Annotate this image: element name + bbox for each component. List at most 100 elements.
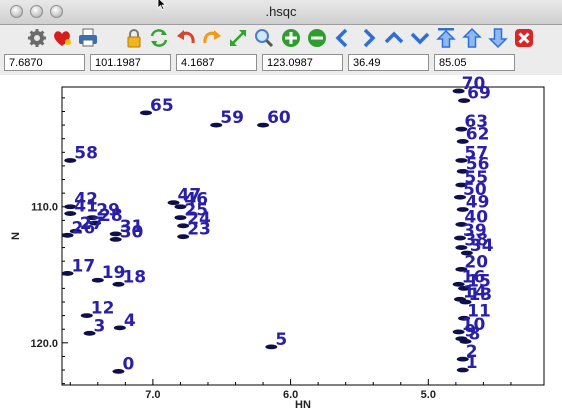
arrow-up-outline-icon[interactable]: [461, 27, 483, 49]
peak-label: 69: [467, 84, 491, 104]
peak-marker[interactable]: [64, 158, 77, 163]
undo-icon[interactable]: [175, 27, 197, 49]
peak-marker[interactable]: [455, 126, 468, 132]
peak-marker[interactable]: [452, 329, 465, 335]
peak-marker[interactable]: [86, 215, 99, 221]
peak-marker[interactable]: [210, 122, 223, 128]
peak-marker[interactable]: [453, 235, 466, 241]
peak-marker[interactable]: [455, 222, 468, 227]
peak-label: 19: [102, 263, 126, 283]
printer-icon[interactable]: [77, 27, 99, 49]
peak-label: 20: [464, 252, 488, 272]
peak-marker[interactable]: [177, 234, 190, 240]
peak-marker[interactable]: [455, 182, 468, 188]
peak-marker[interactable]: [61, 271, 74, 276]
peak-marker[interactable]: [458, 98, 471, 104]
peak-marker[interactable]: [265, 344, 278, 350]
minimize-window-button[interactable]: [30, 5, 43, 18]
peak-marker[interactable]: [112, 368, 125, 374]
peak-marker[interactable]: [140, 110, 153, 116]
peak-label: 25: [184, 201, 208, 221]
minus-icon[interactable]: [306, 27, 328, 49]
peak-marker[interactable]: [452, 88, 465, 94]
arrow-up-icon[interactable]: [383, 27, 405, 49]
peak-marker[interactable]: [460, 250, 473, 256]
peak-label: 47: [178, 186, 202, 206]
peak-marker[interactable]: [80, 313, 93, 319]
peak-label: 59: [220, 108, 244, 128]
peak-marker[interactable]: [455, 158, 468, 163]
peak-label: 60: [267, 108, 291, 128]
peak-marker[interactable]: [456, 207, 469, 212]
peak-label: 65: [150, 96, 174, 116]
peak-marker[interactable]: [452, 281, 465, 287]
peak-marker[interactable]: [109, 231, 122, 237]
peak-marker[interactable]: [458, 315, 471, 321]
peak-label: 24: [187, 209, 211, 229]
peak-marker[interactable]: [456, 367, 469, 373]
peak-label: 34: [470, 236, 494, 256]
field-level-max[interactable]: 85.05: [434, 54, 515, 71]
peak-marker[interactable]: [174, 204, 187, 210]
plot-area[interactable]: 7.0 6.0 5.0 110.0 120.0 65 59 60 58 42 41 29 28 27 26…: [0, 75, 562, 416]
zoom-icon[interactable]: [253, 27, 275, 49]
close-icon[interactable]: [513, 27, 535, 49]
field-x-max[interactable]: 4.1687: [176, 54, 257, 71]
zoom-window-button[interactable]: [50, 5, 63, 18]
peak-label: 57: [464, 143, 488, 163]
peak-marker[interactable]: [257, 122, 270, 128]
peak-marker[interactable]: [459, 299, 472, 305]
peak-marker[interactable]: [64, 211, 77, 216]
peak-marker[interactable]: [459, 339, 472, 344]
field-x-min[interactable]: 7.6870: [4, 54, 85, 71]
arrow-left-icon[interactable]: [332, 27, 354, 49]
lock-icon[interactable]: [123, 27, 145, 49]
arrow-down-outline-icon[interactable]: [487, 27, 509, 49]
peak-label: 26: [72, 218, 96, 238]
peak-marker[interactable]: [167, 200, 180, 206]
heart-icon[interactable]: [51, 27, 73, 49]
peak-marker[interactable]: [91, 277, 104, 283]
redo-icon[interactable]: [201, 27, 223, 49]
field-y-min[interactable]: 101.1987: [90, 54, 171, 71]
peak-label: 49: [466, 192, 490, 212]
peak-marker[interactable]: [83, 330, 96, 336]
peak-marker[interactable]: [177, 223, 190, 229]
peak-marker[interactable]: [89, 220, 102, 226]
expand-icon[interactable]: [227, 27, 249, 49]
peak-label: 3: [94, 316, 106, 336]
field-level-min[interactable]: 36.49: [348, 54, 429, 71]
peak-marker[interactable]: [113, 325, 126, 331]
peak-label: 0: [122, 354, 134, 374]
field-y-max[interactable]: 123.0987: [262, 54, 343, 71]
peak-marker[interactable]: [458, 285, 471, 291]
arrow-down-icon[interactable]: [409, 27, 431, 49]
plot-frame: [61, 86, 545, 386]
peak-marker[interactable]: [453, 194, 466, 200]
peak-marker[interactable]: [456, 139, 469, 144]
arrow-right-icon[interactable]: [357, 27, 379, 49]
arrow-up-top-icon[interactable]: [435, 27, 457, 49]
peak-marker[interactable]: [174, 215, 187, 221]
peak-label: 12: [91, 299, 115, 319]
peak-label: 31: [120, 217, 144, 237]
peak-marker[interactable]: [61, 232, 74, 238]
peak-label: 62: [466, 124, 490, 144]
peak-marker[interactable]: [455, 245, 468, 250]
peak-marker[interactable]: [109, 237, 122, 242]
peak-marker[interactable]: [455, 266, 468, 272]
close-window-button[interactable]: [10, 5, 23, 18]
refresh-icon[interactable]: [148, 27, 170, 49]
peak-marker[interactable]: [64, 204, 77, 210]
plus-icon[interactable]: [280, 27, 302, 49]
x-tick-label: 7.0: [145, 389, 160, 401]
peak-marker[interactable]: [456, 356, 469, 362]
peak-marker[interactable]: [69, 228, 82, 234]
x-tick-label: 6.0: [283, 389, 298, 401]
peak-marker[interactable]: [112, 281, 125, 287]
peak-marker[interactable]: [456, 168, 469, 174]
peak-label: 4: [124, 311, 136, 331]
gear-icon[interactable]: [26, 27, 48, 49]
